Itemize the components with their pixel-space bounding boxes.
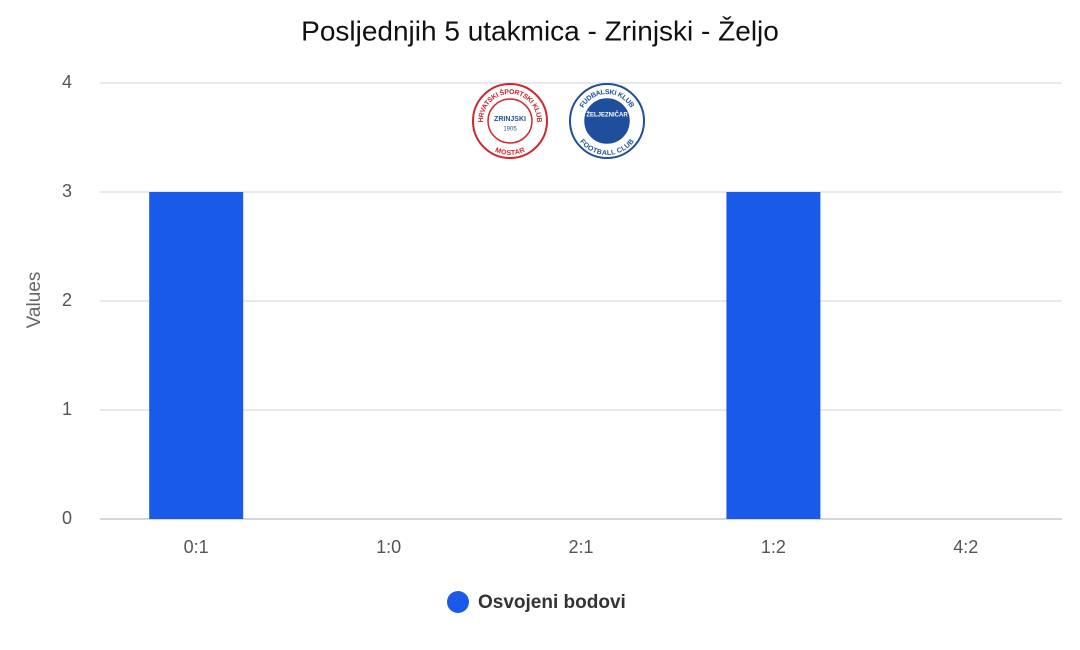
y-axis-label: Values [24, 272, 45, 329]
logo-inner [584, 98, 630, 144]
logo-year: 1905 [503, 127, 517, 133]
logo-bottom-text: MOSTAR [494, 147, 526, 157]
chart-title: Posljednjih 5 utakmica - Zrinjski - Želj… [301, 15, 779, 46]
y-tick-label: 1 [62, 399, 72, 419]
logo-name: ZRINJSKI [494, 116, 526, 123]
x-tick-label: 1:0 [376, 537, 401, 557]
logo-inner [487, 98, 533, 144]
legend-label: Osvojeni bodovi [478, 592, 626, 613]
x-tick-label: 2:1 [568, 537, 593, 557]
y-tick-label: 4 [62, 72, 72, 92]
x-tick-label: 1:2 [761, 537, 786, 557]
y-tick-label: 0 [62, 508, 72, 528]
legend-marker [447, 591, 469, 613]
logo-name: ŽELJEZNIČAR [586, 111, 628, 119]
y-tick-label: 3 [62, 181, 72, 201]
x-tick-label: 0:1 [184, 537, 209, 557]
bar [149, 192, 244, 519]
bar [726, 192, 821, 519]
x-tick-label: 4:2 [953, 537, 978, 557]
y-tick-label: 2 [62, 290, 72, 310]
